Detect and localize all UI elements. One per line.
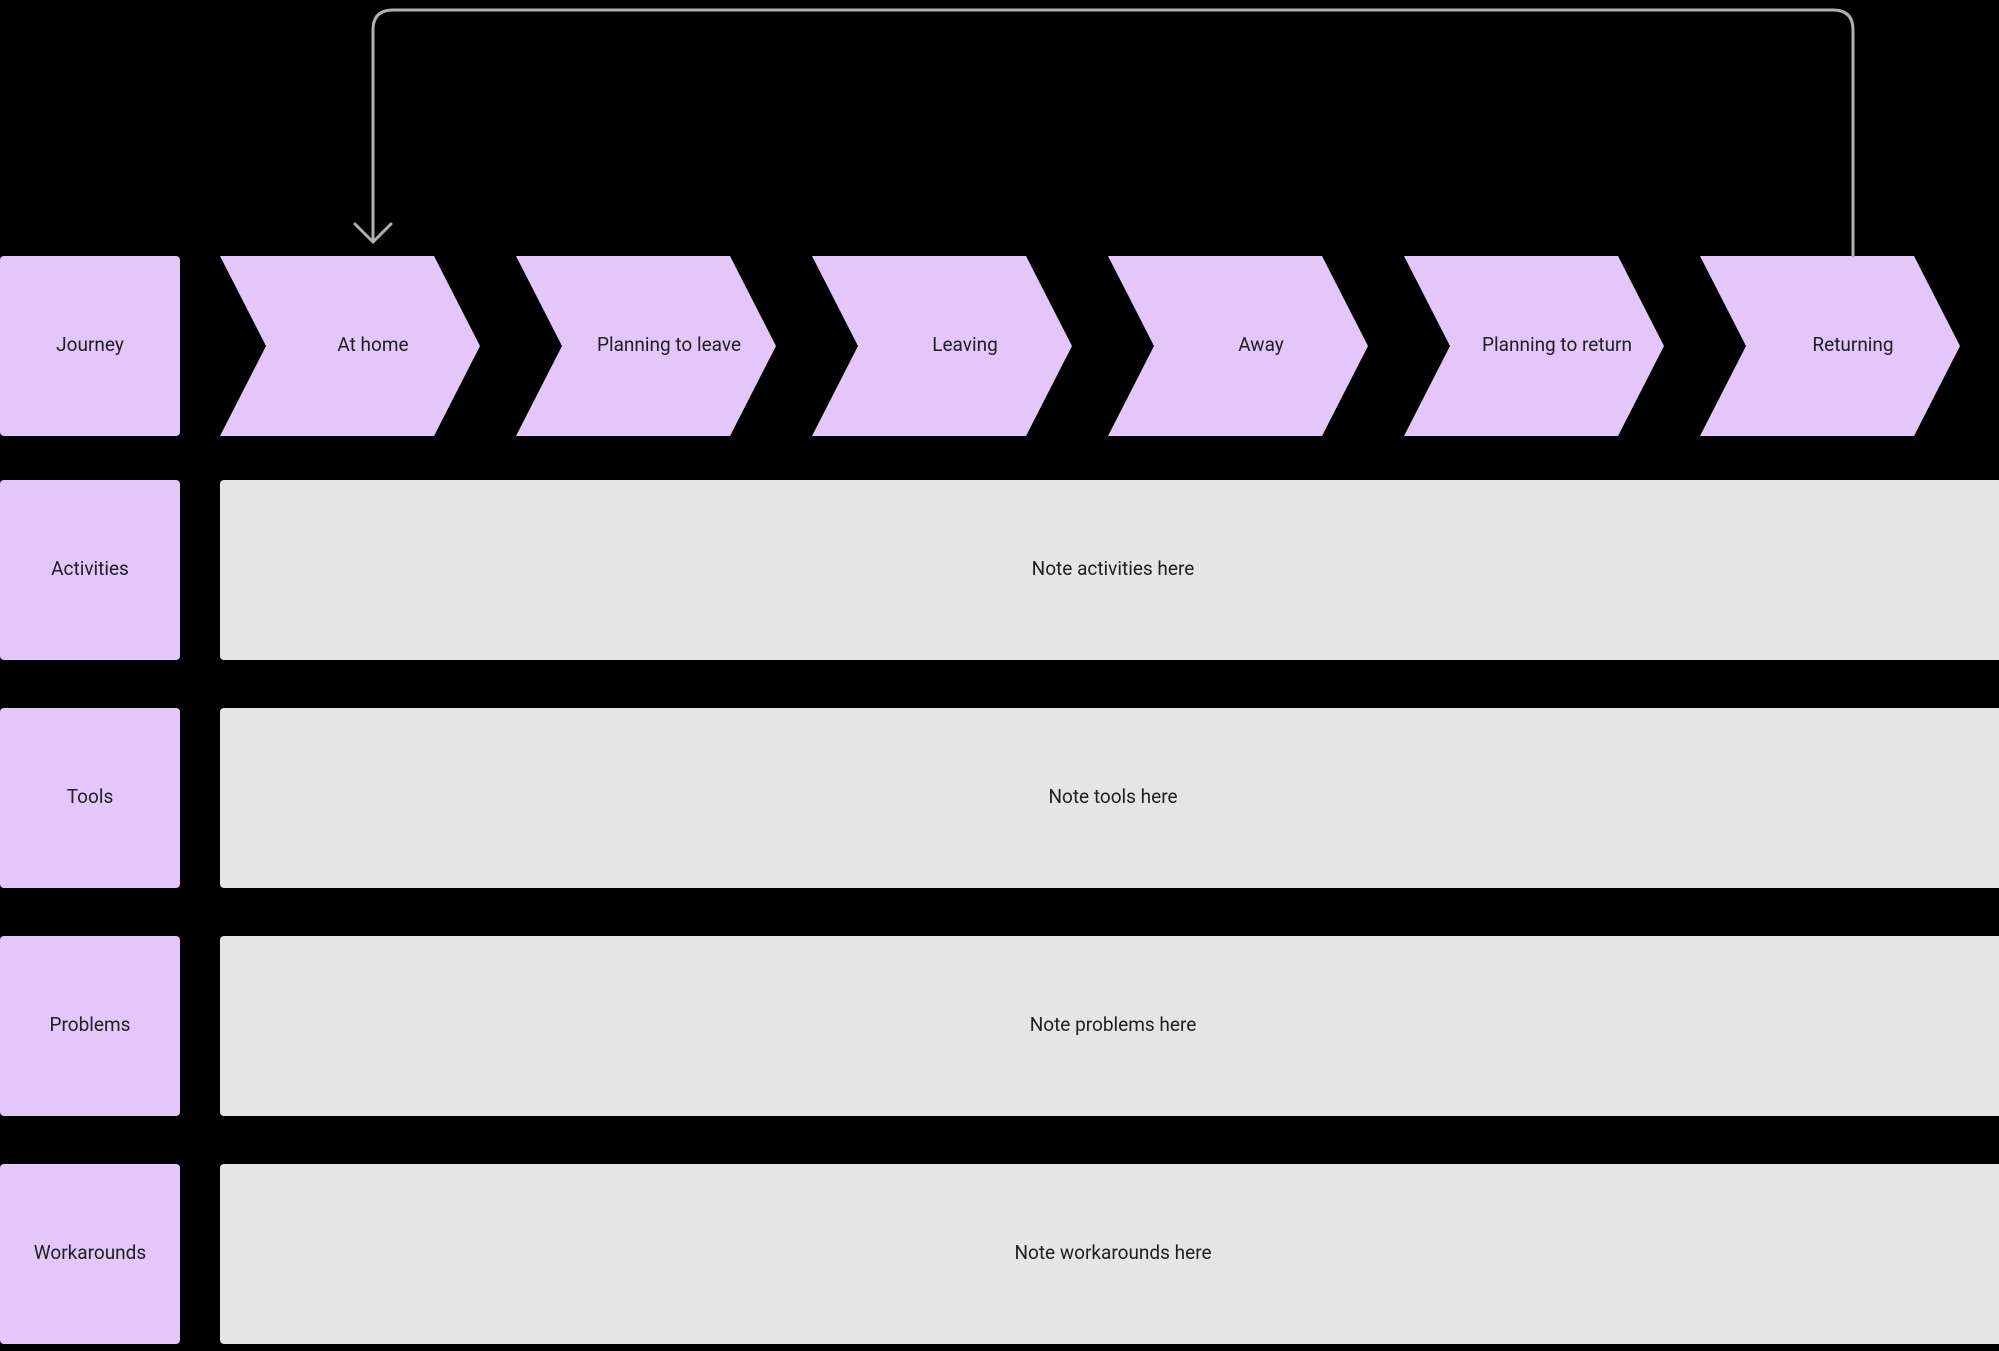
- loop-arrow-path: [373, 10, 1853, 256]
- row-placeholder-0: Note activities here: [1032, 557, 1195, 580]
- stage-label-1: Planning to leave: [597, 333, 741, 356]
- stage-label-0: At home: [337, 333, 408, 356]
- journey-map-canvas: Journey At home Planning to leave Leaving Aw…: [0, 0, 1999, 1351]
- stage-label-2: Leaving: [932, 333, 998, 356]
- row-placeholder-3: Note workarounds here: [1014, 1241, 1211, 1264]
- row-label-3: Workarounds: [34, 1241, 146, 1264]
- stage-label-3: Away: [1238, 333, 1284, 356]
- row-placeholder-1: Note tools here: [1048, 785, 1177, 808]
- row-label-1: Tools: [67, 785, 114, 808]
- stage-label-5: Returning: [1812, 333, 1893, 356]
- journey-header-label: Journey: [56, 333, 124, 356]
- journey-map-svg: Journey At home Planning to leave Leaving Aw…: [0, 0, 1999, 1351]
- row-placeholder-2: Note problems here: [1030, 1013, 1197, 1036]
- row-label-0: Activities: [51, 557, 129, 580]
- row-label-2: Problems: [50, 1013, 131, 1036]
- stage-label-4: Planning to return: [1482, 333, 1632, 356]
